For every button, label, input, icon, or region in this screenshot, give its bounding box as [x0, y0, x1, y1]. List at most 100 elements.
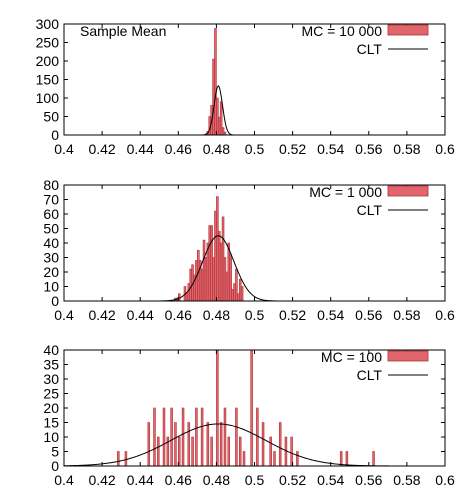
y-tick-label: 25: [43, 386, 59, 402]
x-tick-label: 0.5: [245, 141, 265, 157]
y-tick-label: 0: [51, 127, 59, 143]
x-tick-label: 0.54: [317, 307, 344, 323]
histogram-bar: [372, 451, 375, 467]
x-tick-label: 0.4: [54, 472, 74, 488]
histogram-bar: [345, 451, 349, 467]
histogram-bar: [170, 407, 173, 467]
histogram-bar: [242, 451, 246, 467]
legend-label-clt: CLT: [357, 202, 383, 218]
y-tick-label: 30: [43, 371, 59, 387]
plot-frame: [63, 23, 446, 136]
histogram-bar: [235, 407, 238, 467]
histogram-bar: [240, 286, 244, 302]
x-tick-label: 0.46: [165, 141, 192, 157]
histogram-bar: [206, 422, 210, 467]
x-tick-label: 0.44: [127, 141, 154, 157]
x-tick-label: 0.46: [165, 307, 192, 323]
panel-1: 0.4 0.42 0.44 0.46 0.48 0.5 0.52 0.54 0.56 0.58 0.…: [36, 16, 455, 157]
y-tick-label: 100: [36, 90, 60, 106]
y-tick-label: 35: [43, 357, 59, 373]
histogram-bar: [153, 407, 156, 467]
histogram-bar: [296, 451, 299, 467]
y-tick-label: 300: [36, 16, 60, 32]
x-tick-label: 0.42: [88, 141, 115, 157]
legend-swatch-histogram: [387, 350, 429, 362]
plot-frame: [63, 349, 446, 467]
y-tick-label: 0: [51, 458, 59, 474]
histogram-bar: [238, 436, 242, 467]
histogram-bar: [219, 422, 223, 467]
y-tick-label: 40: [43, 235, 59, 251]
histogram-bar: [195, 407, 198, 467]
histogram-bar: [290, 436, 293, 467]
y-tick-label: 30: [43, 250, 59, 266]
x-tick-label: 0.54: [317, 141, 344, 157]
plot-frame: [63, 184, 446, 302]
histogram-bar: [250, 349, 253, 467]
histogram-bar: [261, 422, 265, 467]
y-tick-label: 200: [36, 53, 60, 69]
x-tick-label: 0.42: [88, 472, 115, 488]
clt-curve: [63, 423, 445, 467]
histogram-bar: [117, 451, 120, 467]
histogram-bar: [187, 422, 191, 467]
x-tick-label: 0.58: [393, 141, 420, 157]
histogram-bar: [162, 407, 166, 467]
histogram-bar: [269, 436, 272, 467]
y-tick-label: 250: [36, 35, 60, 51]
histogram-bar: [273, 451, 276, 467]
y-tick-label: 5: [51, 444, 59, 460]
histogram-bar: [191, 436, 194, 467]
x-tick-label: 0.6: [435, 307, 455, 323]
clt-curve: [64, 235, 445, 302]
y-tick-label: 50: [43, 109, 59, 125]
histogram-bar: [278, 422, 282, 467]
y-tick-label: 0: [51, 293, 59, 309]
y-tick-label: 80: [43, 177, 59, 193]
legend-swatch-histogram: [387, 185, 429, 197]
legend-label-histogram: MC = 10 000: [301, 23, 382, 39]
chart-title: Sample Mean: [80, 23, 166, 39]
histogram-bar: [210, 436, 213, 467]
histogram-bar: [174, 422, 177, 467]
histogram-bar: [339, 451, 343, 467]
x-tick-label: 0.48: [203, 472, 230, 488]
x-tick-label: 0.56: [355, 141, 382, 157]
x-tick-label: 0.6: [435, 472, 455, 488]
y-tick-label: 15: [43, 415, 59, 431]
y-tick-label: 10: [43, 429, 59, 445]
x-tick-label: 0.4: [54, 141, 74, 157]
legend-swatch-histogram: [387, 24, 429, 36]
histogram-bar: [216, 349, 219, 467]
legend-label-clt: CLT: [357, 367, 383, 383]
y-tick-label: 10: [43, 279, 59, 295]
panel-2: 0.4 0.42 0.44 0.46 0.48 0.5 0.52 0.54 0.56 0.58 0.…: [43, 177, 455, 323]
y-tick-label: 40: [43, 342, 59, 358]
panel-3: 0.4 0.42 0.44 0.46 0.48 0.5 0.52 0.54 0.56 0.58 0.…: [43, 342, 455, 488]
x-tick-label: 0.54: [317, 472, 344, 488]
y-tick-label: 150: [36, 72, 60, 88]
x-tick-label: 0.52: [279, 472, 306, 488]
histogram-bar: [181, 407, 185, 467]
x-tick-label: 0.56: [355, 472, 382, 488]
legend-label-clt: CLT: [357, 41, 383, 57]
x-tick-label: 0.6: [435, 141, 455, 157]
x-tick-label: 0.5: [245, 307, 265, 323]
x-tick-label: 0.46: [165, 472, 192, 488]
histogram-bar: [223, 407, 227, 467]
x-tick-label: 0.52: [279, 307, 306, 323]
x-tick-label: 0.58: [393, 307, 420, 323]
y-tick-label: 70: [43, 192, 59, 208]
histogram-bar: [200, 407, 204, 467]
y-tick-label: 50: [43, 221, 59, 237]
histogram-bar: [256, 407, 259, 467]
clt-curve: [64, 84, 445, 136]
x-tick-label: 0.4: [54, 307, 74, 323]
x-tick-label: 0.48: [203, 141, 230, 157]
histogram-bar: [178, 436, 181, 467]
x-tick-label: 0.58: [393, 472, 420, 488]
x-tick-label: 0.52: [279, 141, 306, 157]
x-tick-label: 0.5: [245, 472, 265, 488]
histogram-bar: [124, 451, 128, 467]
